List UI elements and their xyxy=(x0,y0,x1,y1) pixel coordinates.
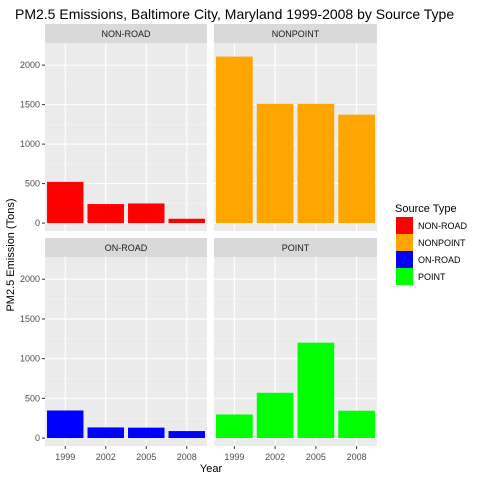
x-tick-label: 2005 xyxy=(136,452,156,462)
legend-swatch-nonpoint xyxy=(396,234,413,251)
chart-title: PM2.5 Emissions, Baltimore City, Marylan… xyxy=(15,6,454,22)
bar-nonpoint-2002 xyxy=(256,103,294,224)
bar-point-2005 xyxy=(297,342,335,439)
y-tick-label: 2000 xyxy=(20,274,40,284)
legend-item-nonpoint: NONPOINT xyxy=(418,238,466,248)
bar-point-2002 xyxy=(256,392,294,439)
y-tick-label: 500 xyxy=(25,179,40,189)
legend-swatch-on-road xyxy=(396,251,413,268)
x-tick-label: 2008 xyxy=(177,452,197,462)
bar-point-1999 xyxy=(216,414,253,439)
facet-strip-non-road xyxy=(45,24,207,43)
bar-non-road-2002 xyxy=(87,204,124,224)
legend-title: Source Type xyxy=(395,203,457,215)
facet-panels: NON-ROAD 0 500 1000 1500 2000 NONPOINT ON-ROAD 0… xyxy=(20,24,377,462)
x-tick-label: 1999 xyxy=(224,452,244,462)
y-tick-label: 0 xyxy=(35,433,40,443)
x-tick-label: 2008 xyxy=(347,452,367,462)
y-tick-label: 2000 xyxy=(20,60,40,70)
bar-point-2008 xyxy=(338,410,375,439)
facet-strip-label-on-road: ON-ROAD xyxy=(105,243,148,253)
facet-strip-point xyxy=(214,238,377,257)
legend-item-non-road: NON-ROAD xyxy=(418,221,467,231)
y-tick-label: 1500 xyxy=(20,314,40,324)
bar-nonpoint-2008 xyxy=(338,114,375,224)
legend-swatch-point xyxy=(396,268,413,285)
bar-non-road-1999 xyxy=(47,181,84,224)
facet-strip-nonpoint xyxy=(214,24,377,43)
x-tick-label: 1999 xyxy=(55,452,75,462)
bar-on-road-1999 xyxy=(47,410,84,439)
y-tick-label: 1000 xyxy=(20,354,40,364)
bar-on-road-2005 xyxy=(128,427,165,439)
y-tick-label: 0 xyxy=(35,218,40,228)
x-tick-label: 2002 xyxy=(96,452,116,462)
bar-nonpoint-1999 xyxy=(216,56,253,224)
x-tick-label: 2005 xyxy=(306,452,326,462)
bar-on-road-2008 xyxy=(168,431,205,439)
x-tick-label: 2002 xyxy=(265,452,285,462)
bar-on-road-2002 xyxy=(87,427,124,439)
facet-strip-label-nonpoint: NONPOINT xyxy=(272,29,320,39)
facet-strip-label-non-road: NON-ROAD xyxy=(102,29,151,39)
bar-non-road-2005 xyxy=(128,203,165,224)
y-tick-label: 500 xyxy=(25,393,40,403)
y-tick-label: 1500 xyxy=(20,100,40,110)
bar-nonpoint-2005 xyxy=(297,103,335,224)
legend-swatch-non-road xyxy=(396,217,413,234)
facet-strip-on-road xyxy=(45,238,207,257)
y-tick-label: 1000 xyxy=(20,139,40,149)
y-axis-label: PM2.5 Emission (Tons) xyxy=(5,198,17,311)
x-axis-label: Year xyxy=(200,463,223,475)
legend-item-on-road: ON-ROAD xyxy=(418,255,461,265)
legend: Source Type NON-ROAD NONPOINT ON-ROAD POINT xyxy=(395,203,467,285)
legend-item-point: POINT xyxy=(418,272,446,282)
facet-strip-label-point: POINT xyxy=(282,243,310,253)
bar-non-road-2008 xyxy=(168,218,205,224)
